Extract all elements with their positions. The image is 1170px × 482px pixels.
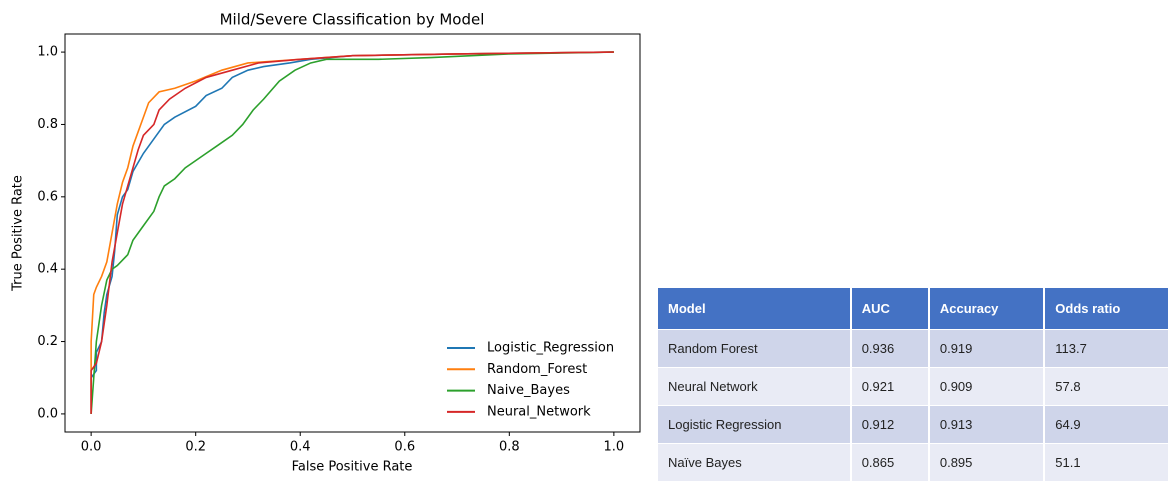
table-row: Logistic Regression 0.912 0.913 64.9 bbox=[658, 405, 1170, 444]
table-cell: 64.9 bbox=[1044, 405, 1170, 444]
y-tick-label: 0.2 bbox=[37, 334, 58, 349]
x-tick-label: 1.0 bbox=[604, 440, 625, 455]
table-cell: 0.921 bbox=[850, 367, 930, 406]
legend-label: Logistic_Regression bbox=[487, 341, 614, 356]
chart-title: Mild/Severe Classification by Model bbox=[220, 11, 485, 29]
table-cell: Naïve Bayes bbox=[658, 443, 852, 482]
x-tick-label: 0.6 bbox=[394, 440, 415, 455]
header-row: Model AUC Accuracy Odds ratio bbox=[658, 288, 1170, 330]
table-cell: 51.1 bbox=[1044, 443, 1170, 482]
y-tick-label: 0.0 bbox=[37, 406, 58, 421]
metrics-table: Model AUC Accuracy Odds ratio Random Forest… bbox=[658, 288, 1170, 482]
table-cell: 0.865 bbox=[850, 443, 930, 482]
table-cell: 57.8 bbox=[1044, 367, 1170, 406]
x-tick-label: 0.2 bbox=[185, 440, 206, 455]
header-cell: AUC bbox=[850, 288, 930, 330]
legend-label: Random_Forest bbox=[487, 362, 587, 377]
roc-curve bbox=[90, 51, 614, 414]
table-cell: 0.919 bbox=[928, 329, 1046, 368]
y-axis-label: True Positive Rate bbox=[11, 175, 26, 292]
roc-curve bbox=[90, 51, 614, 414]
x-tick-label: 0.4 bbox=[290, 440, 311, 455]
chart: Mild/Severe Classification by Model Fals… bbox=[11, 11, 641, 475]
y-tick-label: 0.4 bbox=[37, 262, 58, 277]
table-cell: Random Forest bbox=[658, 329, 852, 368]
x-axis-label: False Positive Rate bbox=[292, 460, 413, 475]
header-cell: Model bbox=[658, 288, 852, 330]
roc-curve bbox=[90, 51, 614, 414]
y-tick-label: 1.0 bbox=[37, 45, 58, 60]
table-cell: 0.912 bbox=[850, 405, 930, 444]
legend-label: Neural_Network bbox=[487, 404, 591, 419]
plot-frame bbox=[64, 33, 641, 433]
header-cell: Accuracy bbox=[928, 288, 1046, 330]
table-row: Random Forest 0.936 0.919 113.7 bbox=[658, 329, 1170, 368]
x-tick-label: 0.0 bbox=[81, 440, 102, 455]
table-cell: Logistic Regression bbox=[658, 405, 852, 444]
table-cell: 113.7 bbox=[1044, 329, 1170, 368]
y-tick-label: 0.6 bbox=[37, 189, 58, 204]
roc-curve bbox=[90, 51, 614, 414]
table-cell: Neural Network bbox=[658, 367, 852, 406]
y-tick-label: 0.8 bbox=[37, 117, 58, 132]
x-tick-label: 0.8 bbox=[499, 440, 520, 455]
table-cell: 0.913 bbox=[928, 405, 1046, 444]
table-cell: 0.895 bbox=[928, 443, 1046, 482]
header-cell: Odds ratio bbox=[1044, 288, 1170, 330]
legend-label: Naive_Bayes bbox=[487, 383, 570, 398]
table-row: Neural Network 0.921 0.909 57.8 bbox=[658, 367, 1170, 406]
table-row: Naïve Bayes 0.865 0.895 51.1 bbox=[658, 443, 1170, 482]
table-cell: 0.909 bbox=[928, 367, 1046, 406]
table-cell: 0.936 bbox=[850, 329, 930, 368]
